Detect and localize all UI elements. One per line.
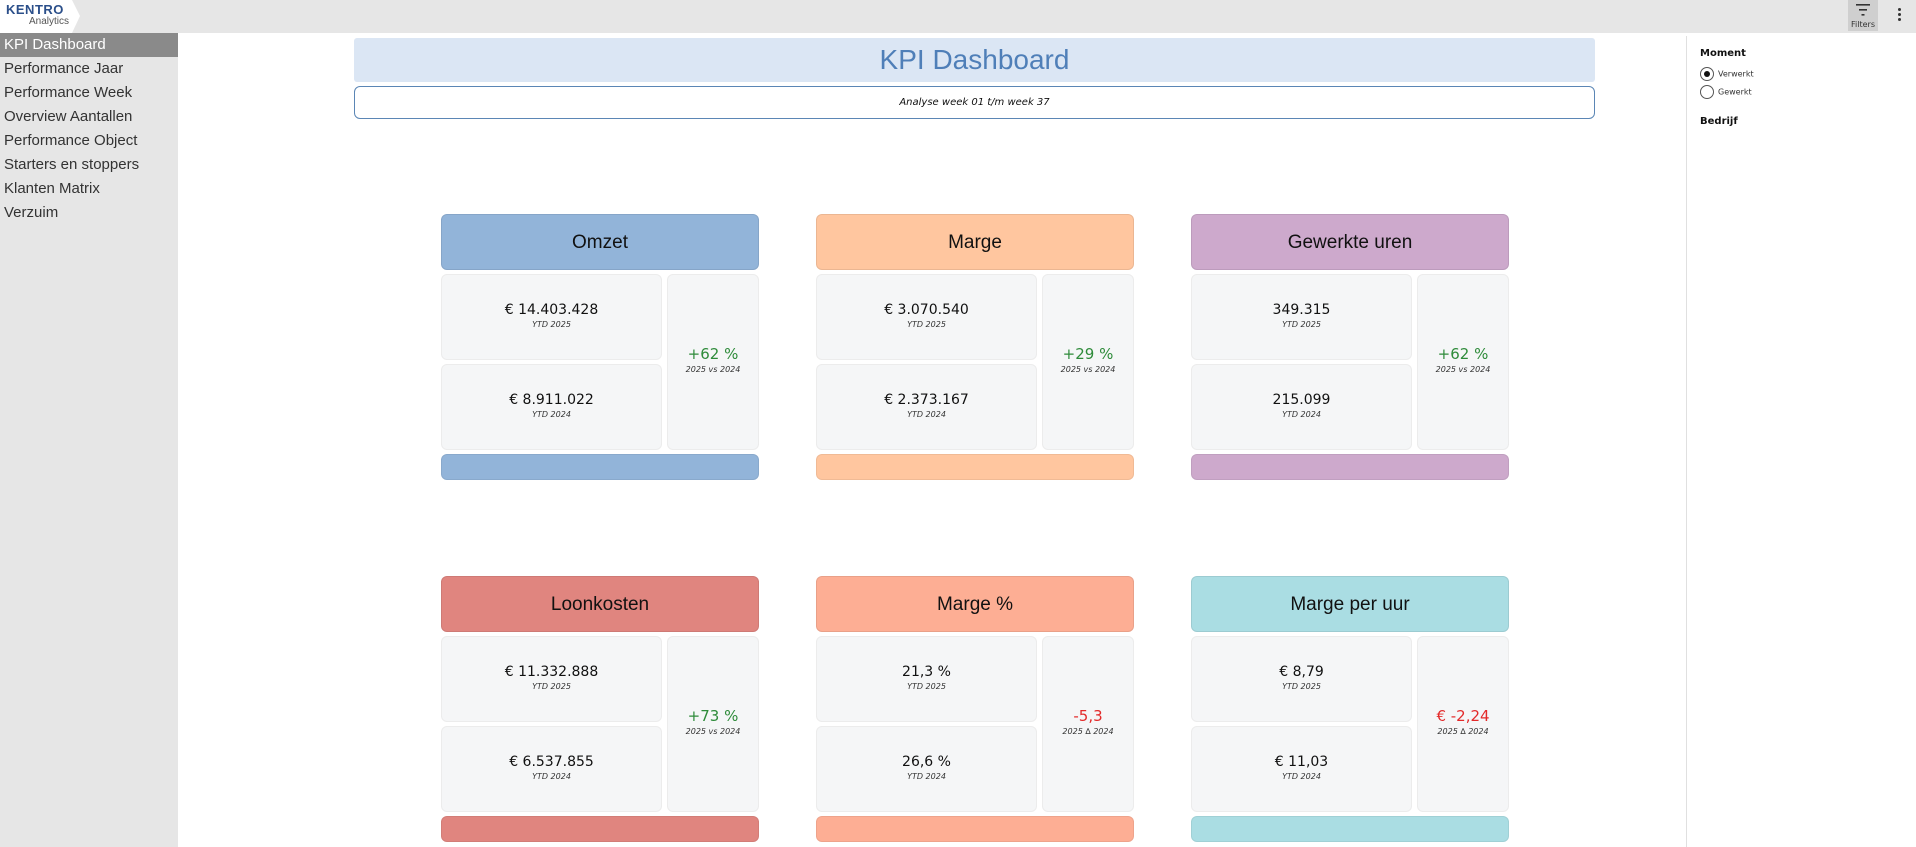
kpi-change-value: +73 % [687,707,739,725]
page-title: KPI Dashboard [354,38,1595,82]
kpi-previous-value: € 11,03 [1274,754,1329,770]
kpi-footer-bar [1191,816,1509,842]
kpi-change-value: +29 % [1062,345,1114,363]
kpi-title: Loonkosten [441,576,759,632]
kpi-previous-value: 26,6 % [902,754,951,770]
kpi-change-label: 2025 vs 2024 [685,365,741,374]
kpi-change-label: 2025 vs 2024 [685,727,741,736]
kpi-change-cell: -5,3 2025 ∆ 2024 [1042,636,1134,812]
kpi-current-label: YTD 2025 [1282,320,1321,329]
kpi-previous-cell: € 8.911.022 YTD 2024 [441,364,662,450]
kpi-previous-label: YTD 2024 [907,410,946,419]
analysis-period-label: Analyse week 01 t/m week 37 [354,86,1595,119]
more-options-icon[interactable] [1891,6,1907,26]
kpi-current-cell: 349.315 YTD 2025 [1191,274,1412,360]
kpi-title: Marge per uur [1191,576,1509,632]
kpi-current-cell: € 14.403.428 YTD 2025 [441,274,662,360]
sidebar-item-overview-aantallen[interactable]: Overview Aantallen [4,108,133,125]
kpi-previous-cell: 215.099 YTD 2024 [1191,364,1412,450]
kpi-footer-bar [441,454,759,480]
filters-button[interactable]: Filters [1848,0,1878,31]
kpi-previous-label: YTD 2024 [532,410,571,419]
kpi-current-value: € 8,79 [1279,664,1324,680]
kpi-footer-bar [441,816,759,842]
kpi-change-cell: +73 % 2025 vs 2024 [667,636,759,812]
sidebar-item-kpi-dashboard[interactable]: KPI Dashboard [0,33,178,57]
radio-unselected-icon[interactable] [1700,85,1714,99]
filter-moment-title: Moment [1700,48,1746,59]
kpi-previous-label: YTD 2024 [1282,772,1321,781]
kpi-change-cell: +29 % 2025 vs 2024 [1042,274,1134,450]
sidebar-nav: KPI Dashboard Performance Jaar Performan… [0,33,178,847]
kpi-title: Marge % [816,576,1134,632]
kentro-logo[interactable]: KENTRO Analytics [0,0,80,33]
kpi-previous-label: YTD 2024 [532,772,571,781]
kpi-change-value: -5,3 [1073,707,1103,725]
kpi-change-value: € -2,24 [1436,707,1490,725]
kpi-change-cell: +62 % 2025 vs 2024 [667,274,759,450]
kpi-footer-bar [816,816,1134,842]
kpi-change-cell: +62 % 2025 vs 2024 [1417,274,1509,450]
kpi-current-value: € 14.403.428 [504,302,599,318]
kpi-current-cell: € 3.070.540 YTD 2025 [816,274,1037,360]
kpi-previous-value: 215.099 [1272,392,1331,408]
kpi-current-value: 21,3 % [902,664,951,680]
kpi-previous-cell: 26,6 % YTD 2024 [816,726,1037,812]
kpi-current-cell: 21,3 % YTD 2025 [816,636,1037,722]
kpi-change-value: +62 % [1437,345,1489,363]
kpi-previous-cell: € 6.537.855 YTD 2024 [441,726,662,812]
radio-label-gewerkt: Gewerkt [1718,87,1752,97]
kpi-title: Omzet [441,214,759,270]
sidebar-item-performance-jaar[interactable]: Performance Jaar [4,60,124,77]
kpi-current-cell: € 11.332.888 YTD 2025 [441,636,662,722]
kpi-current-label: YTD 2025 [907,682,946,691]
kpi-current-label: YTD 2025 [907,320,946,329]
radio-option-verwerkt[interactable]: Verwerkt [1700,67,1754,81]
kpi-title: Gewerkte uren [1191,214,1509,270]
kpi-current-value: € 3.070.540 [884,302,969,318]
kpi-current-value: 349.315 [1272,302,1331,318]
kpi-previous-cell: € 11,03 YTD 2024 [1191,726,1412,812]
filter-bedrijf-title: Bedrijf [1700,116,1738,127]
kpi-current-label: YTD 2025 [532,320,571,329]
kpi-title: Marge [816,214,1134,270]
sidebar-item-starters-en-stoppers[interactable]: Starters en stoppers [4,156,140,173]
sidebar-item-klanten-matrix[interactable]: Klanten Matrix [4,180,100,197]
top-bar: KENTRO Analytics Filters [0,0,1916,33]
kpi-change-cell: € -2,24 2025 ∆ 2024 [1417,636,1509,812]
kpi-change-label: 2025 vs 2024 [1435,365,1491,374]
kpi-change-label: 2025 vs 2024 [1060,365,1116,374]
sidebar-item-performance-week[interactable]: Performance Week [4,84,133,101]
kpi-previous-value: € 6.537.855 [509,754,594,770]
radio-option-gewerkt[interactable]: Gewerkt [1700,85,1752,99]
kpi-previous-cell: € 2.373.167 YTD 2024 [816,364,1037,450]
kpi-previous-label: YTD 2024 [907,772,946,781]
filter-icon [1856,4,1870,16]
radio-label-verwerkt: Verwerkt [1718,69,1754,79]
kpi-change-value: +62 % [687,345,739,363]
kpi-change-label: 2025 ∆ 2024 [1062,727,1114,736]
logo-subtitle: Analytics [29,16,70,27]
kpi-footer-bar [1191,454,1509,480]
kpi-footer-bar [816,454,1134,480]
logo-wordmark: KENTRO [6,2,64,17]
kpi-previous-value: € 2.373.167 [884,392,969,408]
sidebar-item-verzuim[interactable]: Verzuim [4,204,59,221]
kpi-previous-label: YTD 2024 [1282,410,1321,419]
filter-panel: Moment Verwerkt Gewerkt Bedrijf [1686,36,1916,847]
kpi-current-cell: € 8,79 YTD 2025 [1191,636,1412,722]
radio-selected-icon[interactable] [1700,67,1714,81]
kpi-current-label: YTD 2025 [1282,682,1321,691]
sidebar-item-performance-object[interactable]: Performance Object [4,132,138,149]
kpi-previous-value: € 8.911.022 [509,392,594,408]
kpi-change-label: 2025 ∆ 2024 [1437,727,1489,736]
kpi-current-label: YTD 2025 [532,682,571,691]
filters-button-label: Filters [1851,20,1875,29]
kpi-current-value: € 11.332.888 [504,664,599,680]
